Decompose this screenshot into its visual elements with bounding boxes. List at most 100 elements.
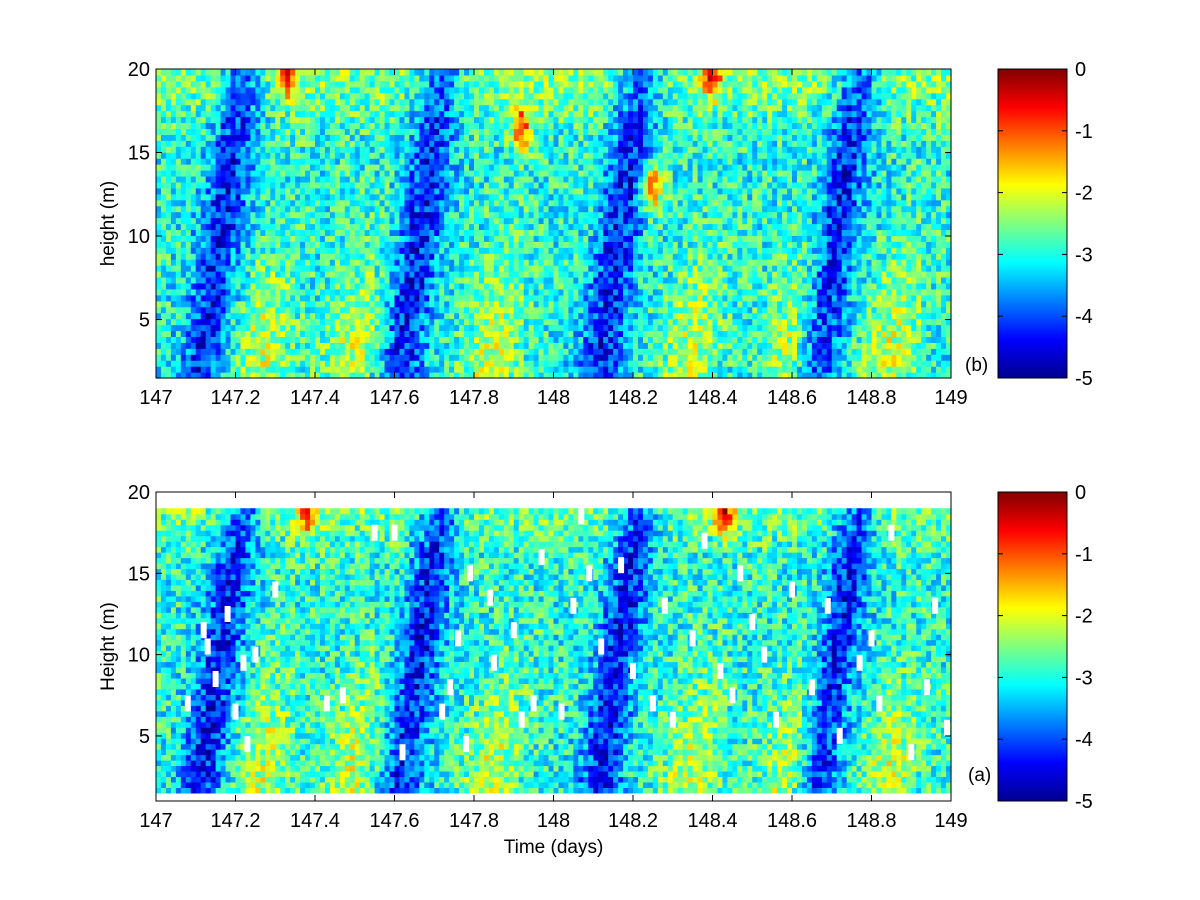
heatmap-cell (205, 306, 212, 314)
heatmap-cell (434, 372, 440, 379)
heatmap-cell (598, 348, 604, 355)
heatmap-cell (598, 199, 604, 207)
heatmap-cell (190, 372, 197, 379)
heatmap-cell (513, 193, 520, 201)
heatmap-cell (359, 259, 366, 266)
heatmap-cell (603, 110, 609, 118)
heatmap-cell (334, 330, 341, 337)
heatmap-cell (156, 116, 162, 124)
heatmap-cell (478, 241, 485, 248)
heatmap-cell (598, 170, 604, 177)
heatmap-cell (434, 241, 440, 248)
heatmap-cell (419, 360, 425, 367)
heatmap-cell (195, 110, 202, 118)
heatmap-cell (339, 271, 346, 278)
heatmap-cell (518, 104, 525, 112)
heatmap-cell (255, 164, 261, 171)
heatmap-cell (215, 69, 222, 76)
heatmap-cell (305, 92, 311, 100)
heatmap-cell (255, 217, 261, 225)
heatmap-cell (215, 306, 222, 314)
heatmap-cell (359, 92, 366, 100)
heatmap-cell (419, 330, 425, 337)
heatmap-cell (474, 271, 480, 278)
heatmap-cell (160, 235, 167, 242)
heatmap-cell (538, 152, 545, 159)
heatmap-cell (563, 265, 570, 272)
heatmap-cell (369, 199, 376, 207)
heatmap-cell (334, 312, 341, 320)
heatmap-cell (300, 211, 306, 219)
heatmap-cell (503, 104, 510, 112)
heatmap-cell (374, 336, 381, 343)
heatmap-cell (598, 164, 604, 171)
heatmap-cell (364, 92, 371, 100)
heatmap-cell (588, 253, 594, 260)
heatmap-cell (205, 366, 212, 373)
heatmap-cell (215, 348, 222, 355)
heatmap-cell (548, 288, 555, 296)
heatmap-cell (245, 288, 252, 296)
heatmap-cell (275, 312, 281, 320)
heatmap-cell (439, 86, 445, 94)
heatmap-cell (399, 348, 406, 355)
heatmap-cell (583, 229, 589, 236)
heatmap-cell (255, 253, 261, 260)
heatmap-cell (190, 128, 197, 135)
heatmap-cell (324, 104, 331, 112)
heatmap-cell (180, 360, 187, 367)
heatmap-cell (598, 324, 604, 332)
heatmap-cell (508, 69, 515, 76)
heatmap-cell (414, 276, 420, 284)
heatmap-cell (285, 342, 291, 349)
heatmap-cell (384, 146, 391, 153)
heatmap-cell (608, 247, 614, 254)
heatmap-cell (285, 288, 291, 296)
heatmap-cell (503, 223, 510, 231)
heatmap-cell (404, 193, 411, 201)
heatmap-cell (558, 241, 565, 248)
heatmap-cell (419, 158, 425, 165)
heatmap-cell (523, 348, 530, 355)
heatmap-cell (389, 318, 396, 326)
heatmap-cell (165, 175, 172, 183)
heatmap-cell (498, 175, 505, 183)
heatmap-cell (613, 342, 619, 349)
heatmap-cell (379, 140, 386, 147)
heatmap-cell (414, 306, 420, 314)
heatmap-cell (409, 164, 415, 171)
heatmap-cell (354, 181, 361, 189)
heatmap-cell (523, 306, 530, 314)
heatmap-cell (523, 164, 530, 171)
heatmap-cell (399, 128, 406, 135)
heatmap-cell (434, 271, 440, 278)
heatmap-cell (424, 152, 430, 159)
heatmap-cell (488, 122, 495, 130)
heatmap-cell (379, 211, 386, 219)
heatmap-cell (523, 116, 530, 124)
heatmap-cell (290, 211, 296, 219)
heatmap-cell (568, 288, 574, 296)
heatmap-cell (623, 265, 629, 272)
heatmap-cell (379, 199, 386, 207)
heatmap-cell (240, 211, 247, 219)
heatmap-cell (464, 235, 470, 242)
heatmap-cell (469, 276, 475, 284)
heatmap-cell (319, 110, 326, 118)
heatmap-cell (156, 306, 162, 314)
heatmap-cell (399, 324, 406, 332)
heatmap-cell (225, 158, 232, 165)
heatmap-cell (369, 158, 376, 165)
heatmap-cell (553, 199, 560, 207)
heatmap-cell (359, 360, 366, 367)
heatmap-cell (220, 80, 227, 88)
heatmap-cell (444, 92, 450, 100)
heatmap-cell (543, 116, 550, 124)
heatmap-cell (618, 354, 624, 361)
heatmap-cell (449, 342, 455, 349)
heatmap-cell (319, 122, 326, 130)
heatmap-cell (563, 92, 570, 100)
heatmap-cell (280, 134, 286, 141)
heatmap-cell (613, 69, 619, 76)
heatmap-cell (628, 318, 634, 326)
